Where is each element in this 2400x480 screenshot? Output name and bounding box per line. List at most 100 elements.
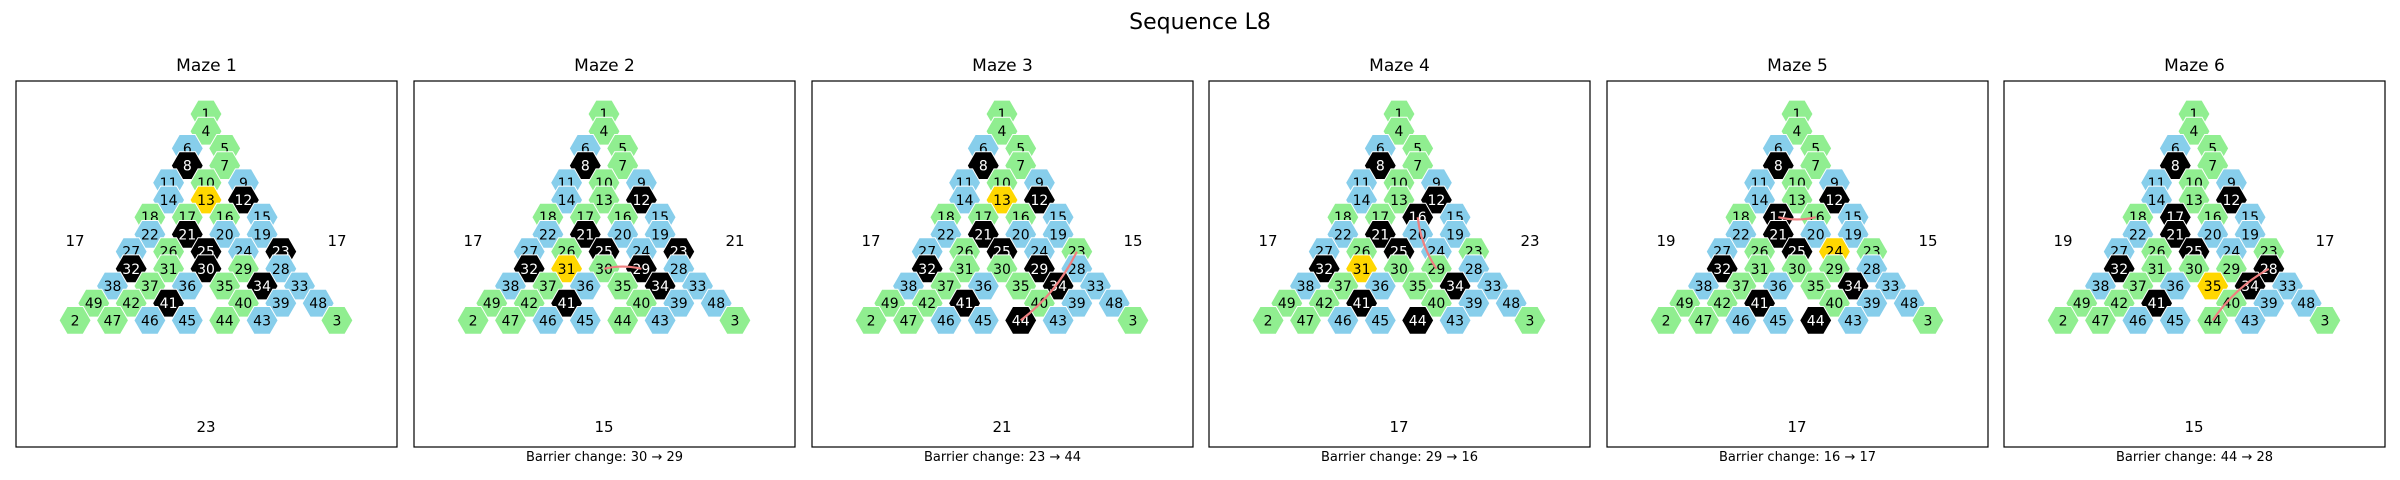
cell-number: 2	[1264, 313, 1273, 329]
cell-number: 37	[2129, 279, 2147, 295]
cell-number: 4	[1395, 124, 1404, 140]
maze-cell: 29	[1817, 254, 1851, 284]
maze-cell: 29	[1419, 254, 1453, 284]
cell-number: 36	[1371, 279, 1389, 295]
maze-cell: 43	[245, 306, 279, 335]
maze-cell: 41	[1743, 288, 1777, 318]
cell-number: 35	[2204, 279, 2222, 295]
cell-number: 33	[2279, 279, 2297, 295]
maze-cell: 30	[2177, 254, 2211, 284]
maze-frame	[413, 80, 796, 448]
maze-cell: 22	[1724, 220, 1758, 249]
cell-number: 43	[253, 313, 271, 329]
cell-number: 29	[1030, 262, 1048, 278]
maze-cell: 45	[966, 306, 1000, 335]
cell-number: 4	[1793, 124, 1802, 140]
maze-cell: 47	[1686, 306, 1721, 335]
maze-cell: 3	[718, 306, 752, 335]
cell-number: 32	[1315, 262, 1333, 278]
cell-number: 48	[707, 296, 725, 312]
cell-number: 12	[1030, 193, 1048, 209]
maze-cell: 20	[208, 220, 242, 249]
barrier-change-path	[1020, 251, 1078, 322]
maze-cell: 36	[966, 271, 1000, 301]
cell-number: 42	[1315, 296, 1333, 312]
cell-number: 3	[1923, 313, 1932, 329]
cell-number: 2	[2059, 313, 2068, 329]
maze-cell: 38	[891, 271, 926, 301]
cell-number: 49	[483, 296, 501, 312]
maze-cell: 48	[301, 288, 335, 318]
maze-cell: 19	[1438, 220, 1472, 249]
cell-number: 41	[160, 296, 178, 312]
maze-cell: 30	[985, 254, 1019, 284]
maze-panel-1: Maze 1 1 4 6 5 8 7 11 10 9 14 13 12 18 17 16 15 22 21 20 19…	[15, 50, 398, 450]
cell-number: 19	[1049, 227, 1067, 243]
maze-cell: 45	[2158, 306, 2192, 335]
maze-cell: 32	[114, 254, 148, 284]
bottom-count: 15	[594, 418, 613, 436]
cell-number: 44	[1807, 313, 1825, 329]
cell-number: 8	[581, 159, 590, 175]
maze-caption: Barrier change: 44 → 28	[2115, 450, 2274, 465]
maze-cell: 47	[1288, 306, 1323, 335]
maze-cell: 2	[854, 306, 888, 335]
maze-cell: 44	[1401, 306, 1435, 335]
maze-cell: 46	[2121, 306, 2155, 335]
maze-cell: 22	[2121, 220, 2155, 249]
cell-number: 22	[1334, 227, 1352, 243]
cell-number: 13	[1788, 193, 1806, 209]
maze-cell: 14	[1345, 185, 1379, 215]
cell-number: 13	[595, 193, 613, 209]
cell-number: 9	[1035, 176, 1044, 192]
cell-number: 19	[1446, 227, 1464, 243]
maze-cell: 13	[587, 185, 621, 215]
maze-cell: 31	[1345, 254, 1379, 284]
cell-number: 1	[1793, 107, 1802, 123]
maze-cell: 32	[512, 254, 546, 284]
maze-cell: 48	[1494, 288, 1528, 318]
cell-number: 46	[1732, 313, 1750, 329]
maze-cell: 3	[2308, 306, 2342, 335]
maze-cell: 22	[1326, 220, 1360, 249]
maze-cell: 49	[77, 288, 111, 318]
maze-cell: 12	[2214, 185, 2248, 215]
cell-number: 44	[216, 313, 234, 329]
cell-number: 6	[581, 141, 590, 157]
maze-cell: 37	[2121, 271, 2155, 301]
cell-number: 48	[2297, 296, 2315, 312]
cell-number: 46	[141, 313, 159, 329]
cell-number: 20	[614, 227, 632, 243]
maze-cell: 31	[948, 254, 982, 284]
maze-panel-6: Maze 6 1 4 6 5 8 7 11 10 9 14 13 12 18 17 16 15 22 21 20 19…	[2003, 50, 2386, 465]
maze-cell: 36	[568, 271, 602, 301]
cell-number: 36	[178, 279, 196, 295]
cell-number: 43	[651, 313, 669, 329]
maze-cell: 13	[189, 185, 223, 215]
maze-cell: 40	[1817, 288, 1851, 318]
cell-number: 7	[1811, 159, 1820, 175]
cell-number: 12	[1825, 193, 1843, 209]
bottom-count: 23	[196, 418, 215, 436]
cell-number: 7	[618, 159, 627, 175]
cell-number: 3	[1525, 313, 1534, 329]
cell-number: 40	[234, 296, 252, 312]
maze-cell: 44	[2196, 306, 2230, 335]
cell-number: 14	[956, 193, 974, 209]
cell-number: 20	[2204, 227, 2222, 243]
cell-number: 3	[2320, 313, 2329, 329]
cell-number: 48	[1105, 296, 1123, 312]
left-count: 17	[861, 232, 880, 250]
cell-number: 45	[576, 313, 594, 329]
maze-cell: 36	[1363, 271, 1397, 301]
cell-number: 4	[998, 124, 1007, 140]
cell-number: 30	[197, 262, 215, 278]
cell-number: 41	[1353, 296, 1371, 312]
maze-cell: 35	[606, 271, 640, 301]
maze-cell: 39	[1855, 288, 1889, 318]
maze-cell: 29	[1022, 254, 1056, 284]
cell-number: 28	[670, 262, 688, 278]
cell-number: 32	[2110, 262, 2128, 278]
